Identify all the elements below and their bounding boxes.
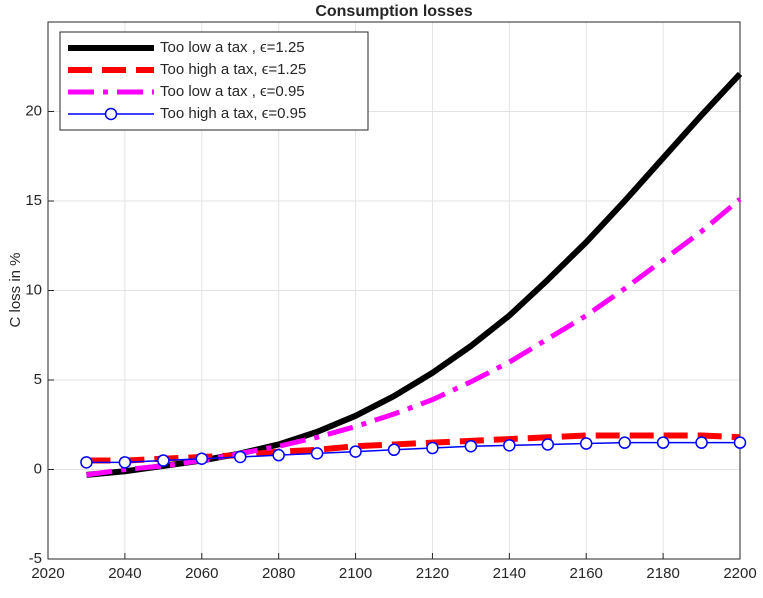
y-tick-label: 15 [25,192,42,209]
marker [656,436,670,449]
y-tick-label: -5 [29,550,42,567]
x-tick-label: 2120 [416,565,449,582]
y-tick-label: 5 [34,371,42,388]
marker [426,441,439,455]
marker [157,454,170,467]
legend-label: Too low a tax , ϵ=1.25 [160,39,305,56]
marker [464,439,478,453]
x-tick-label: 2080 [262,565,295,582]
x-tick-label: 2200 [723,565,756,582]
legend-label: Too low a tax , ϵ=0.95 [160,83,305,100]
marker [387,443,401,457]
marker [579,437,593,450]
chart-title: Consumption losses [315,3,472,20]
marker [541,438,555,451]
x-tick-label: 2160 [570,565,603,582]
marker [503,439,516,452]
marker [118,456,132,469]
x-tick-label: 2180 [646,565,679,582]
x-tick-label: 2020 [31,565,64,582]
y-tick-label: 20 [25,102,42,119]
y-axis-label: C loss in % [7,252,24,327]
legend-label: Too high a tax, ϵ=0.95 [160,105,306,122]
marker [618,436,631,449]
marker [733,436,747,449]
marker [272,448,285,462]
legend-label: Too high a tax, ϵ=1.25 [160,61,306,78]
y-tick-label: 0 [34,460,42,477]
legend-marker [104,107,118,121]
axes-box [47,21,741,560]
y-tick-label: 10 [25,281,42,298]
x-tick-label: 2140 [493,565,526,582]
x-tick-label: 2040 [108,565,141,582]
x-tick-label: 2100 [339,565,372,582]
x-tick-label: 2060 [185,565,218,582]
series-line [86,441,740,464]
series-line [86,197,742,478]
marker [310,447,324,460]
marker [695,436,708,449]
marker [195,452,209,466]
marker [349,445,362,458]
marker [233,450,247,464]
series-line [86,432,741,464]
marker [80,456,93,469]
